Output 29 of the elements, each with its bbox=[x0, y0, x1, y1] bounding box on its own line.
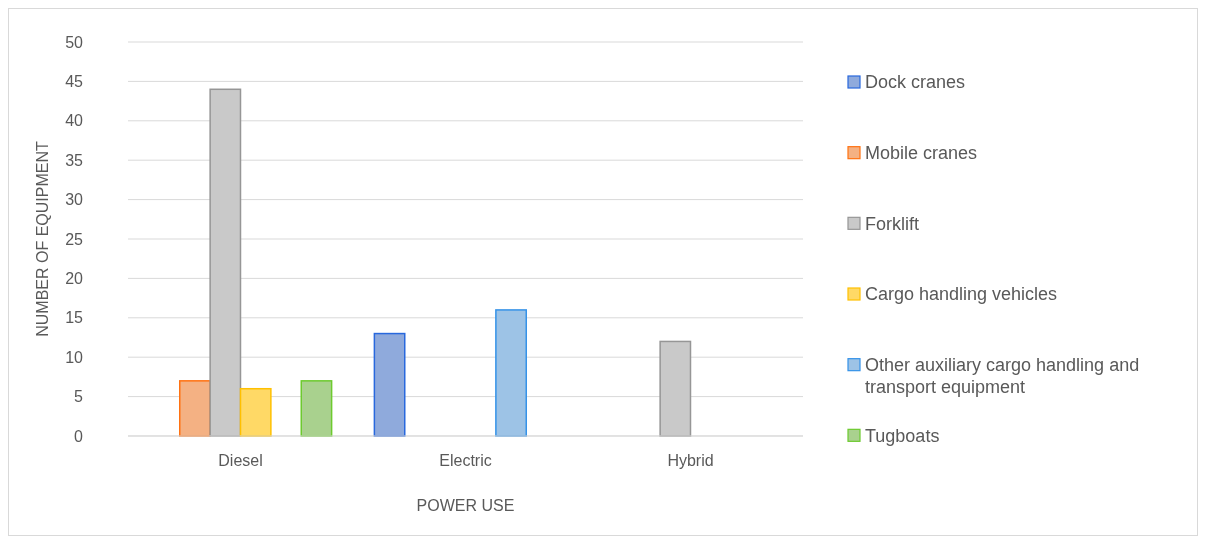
x-tick-label: Diesel bbox=[218, 452, 263, 469]
y-tick-label: 50 bbox=[65, 33, 84, 51]
y-tick-label: 5 bbox=[74, 388, 84, 406]
x-axis-title: POWER USE bbox=[416, 497, 515, 514]
legend-label: Tugboats bbox=[865, 425, 940, 446]
legend-label: Dock cranes bbox=[865, 72, 966, 93]
bar bbox=[179, 380, 211, 437]
y-tick-label: 0 bbox=[74, 427, 84, 445]
x-tick-label: Electric bbox=[439, 452, 492, 469]
y-tick-label: 30 bbox=[65, 191, 84, 209]
legend-label: Other auxiliary cargo handling and transport equipment bbox=[865, 354, 1140, 398]
bar bbox=[373, 332, 406, 437]
bar bbox=[239, 387, 272, 437]
y-tick-label: 15 bbox=[65, 309, 84, 327]
y-tick-label: 35 bbox=[65, 151, 84, 169]
legend-label: Forklift bbox=[865, 213, 919, 234]
y-tick-label: 45 bbox=[65, 73, 84, 90]
y-tick-label: 20 bbox=[65, 270, 84, 287]
legend-label: Cargo handling vehicles bbox=[865, 284, 1058, 305]
y-tick-label: 10 bbox=[65, 348, 84, 366]
legend-label: Mobile cranes bbox=[865, 142, 978, 163]
bar bbox=[495, 309, 527, 437]
bar bbox=[300, 380, 333, 437]
bar bbox=[659, 340, 692, 437]
x-tick-label: Hybrid bbox=[667, 452, 714, 469]
y-tick-label: 40 bbox=[65, 112, 84, 130]
bar bbox=[209, 88, 242, 437]
y-axis-title: NUMBER OF EQUIPMENT bbox=[34, 140, 51, 337]
y-tick-label: 25 bbox=[65, 230, 84, 248]
